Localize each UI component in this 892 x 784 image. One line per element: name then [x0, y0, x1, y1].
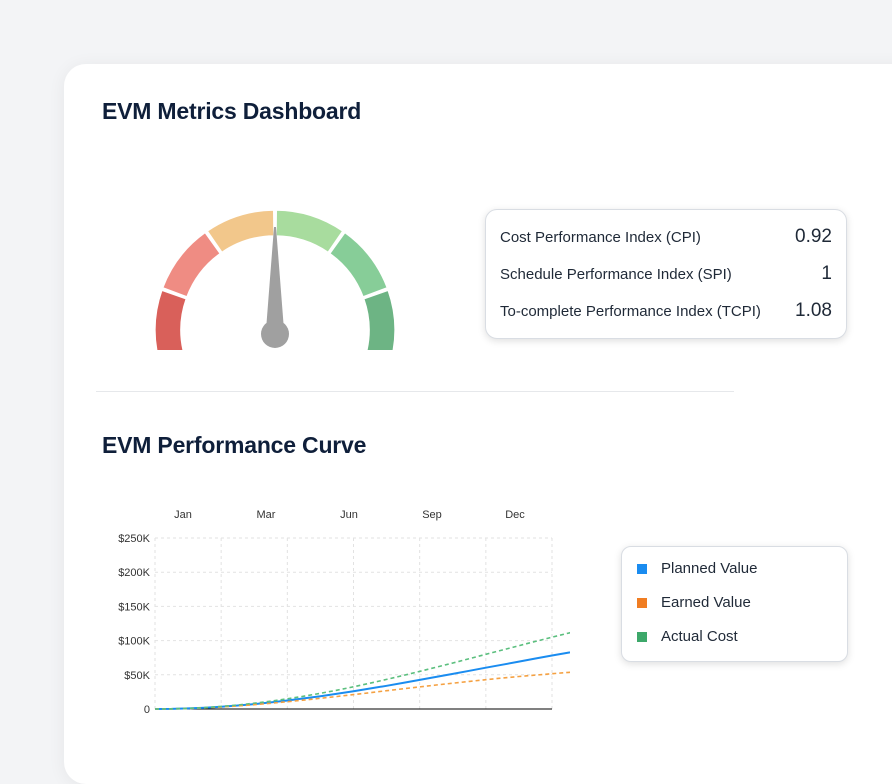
x-tick-label: Dec: [505, 509, 525, 521]
metric-label-cpi: Cost Performance Index (CPI): [500, 229, 701, 246]
dashboard-title: EVM Metrics Dashboard: [102, 98, 362, 124]
metric-label-spi: Schedule Performance Index (SPI): [500, 266, 732, 283]
chart-legend: Planned Value Earned Value Actual Cost: [621, 546, 848, 662]
gauge-chart: [154, 209, 396, 350]
metrics-panel: Cost Performance Index (CPI) 0.92 Schedu…: [485, 209, 847, 339]
x-tick-label: Mar: [257, 509, 276, 521]
evm-line-chart: 0 $50K $100K $150K $200K $250K Jan Mar Jun Sep Dec: [118, 509, 570, 716]
x-tick-label: Sep: [422, 509, 442, 521]
metric-value-cpi: 0.92: [795, 226, 832, 247]
series-line-earned-value: [154, 671, 570, 710]
series-line-planned-value: [154, 651, 570, 710]
y-tick-label: 0: [144, 704, 150, 716]
curve-title: EVM Performance Curve: [102, 432, 367, 458]
metric-value-tcpi: 1.08: [795, 300, 832, 321]
y-tick-label: $150K: [118, 601, 150, 613]
gauge-hub: [261, 320, 289, 348]
gauge-segment: [275, 209, 344, 254]
legend-swatch-planned-value: [637, 564, 647, 574]
gauge-segment: [154, 289, 188, 350]
gauge-segment: [161, 231, 222, 298]
legend-label-earned-value: Earned Value: [661, 594, 751, 611]
y-tick-label: $200K: [118, 567, 150, 579]
metric-row-tcpi: To-complete Performance Index (TCPI) 1.0…: [500, 299, 832, 325]
y-tick-label: $50K: [124, 670, 150, 682]
metric-row-spi: Schedule Performance Index (SPI) 1: [500, 262, 832, 288]
legend-label-actual-cost: Actual Cost: [661, 628, 738, 645]
gauge-segment: [206, 209, 275, 254]
x-tick-label: Jan: [174, 509, 192, 521]
gauge-segment: [328, 231, 389, 298]
dashboard-card: [64, 64, 892, 784]
metric-row-cpi: Cost Performance Index (CPI) 0.92: [500, 225, 832, 251]
legend-swatch-earned-value: [637, 598, 647, 608]
gauge-needle: [266, 227, 284, 330]
series-line-actual-cost: [154, 631, 570, 710]
legend-swatch-actual-cost: [637, 632, 647, 642]
gauge-segment: [362, 289, 396, 350]
y-tick-label: $250K: [118, 533, 150, 545]
section-divider: [96, 391, 734, 392]
metric-value-spi: 1: [821, 263, 832, 284]
x-tick-label: Jun: [340, 509, 358, 521]
legend-label-planned-value: Planned Value: [661, 560, 758, 577]
metric-label-tcpi: To-complete Performance Index (TCPI): [500, 303, 761, 320]
y-tick-label: $100K: [118, 636, 150, 648]
